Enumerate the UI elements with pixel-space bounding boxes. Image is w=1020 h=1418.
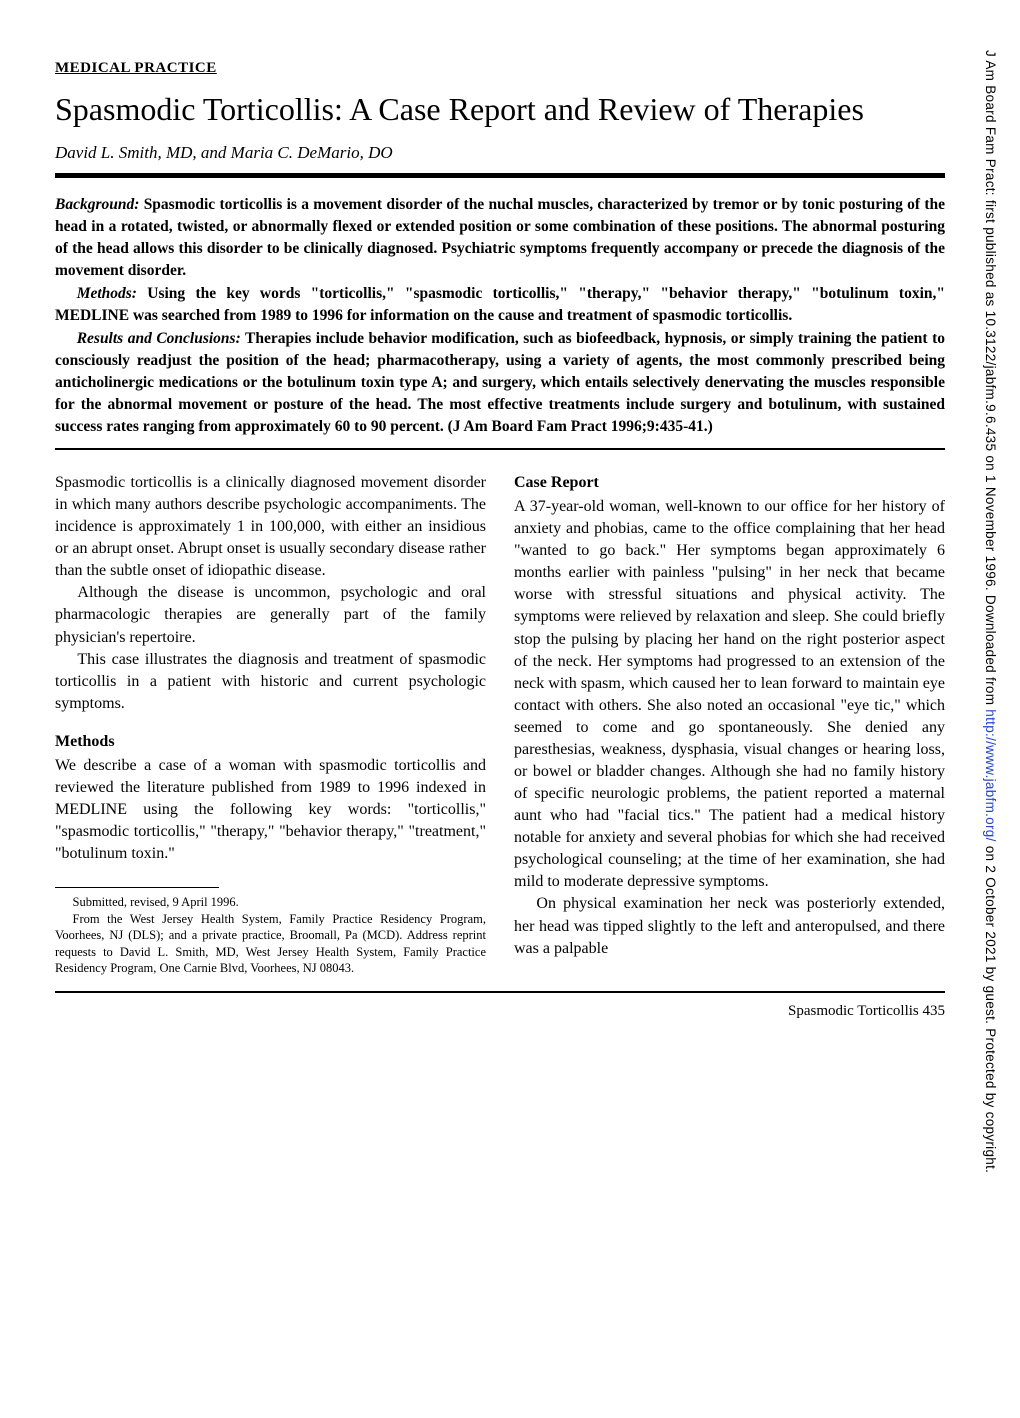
footnote: Submitted, revised, 9 April 1996. From t…: [55, 894, 486, 977]
abstract-methods: Methods: Using the key words "torticolli…: [55, 283, 945, 327]
sidebar-prefix: J Am Board Fam Pract: first published as…: [983, 50, 998, 709]
rule-bottom: [55, 991, 945, 993]
intro-paragraph-1: Spasmodic torticollis is a clinically di…: [55, 472, 486, 582]
methods-paragraph: We describe a case of a woman with spasm…: [55, 755, 486, 865]
methods-heading: Methods: [55, 731, 486, 753]
abstract-background-label: Background:: [55, 196, 139, 213]
body-columns: Spasmodic torticollis is a clinically di…: [55, 472, 945, 977]
footnote-rule: [55, 887, 219, 888]
abstract-background: Background: Spasmodic torticollis is a m…: [55, 194, 945, 282]
abstract-results: Results and Conclusions: Therapies inclu…: [55, 328, 945, 438]
intro-paragraph-2: Although the disease is uncommon, psycho…: [55, 582, 486, 648]
case-paragraph-2: On physical examination her neck was pos…: [514, 893, 945, 959]
rule-thick: [55, 173, 945, 178]
case-report-heading: Case Report: [514, 472, 945, 494]
abstract: Background: Spasmodic torticollis is a m…: [55, 194, 945, 438]
sidebar-suffix: on 2 October 2021 by guest. Protected by…: [983, 842, 998, 1174]
abstract-results-label: Results and Conclusions:: [77, 330, 241, 347]
article-title: Spasmodic Torticollis: A Case Report and…: [55, 89, 945, 129]
abstract-methods-text: Using the key words "torticollis," "spas…: [55, 285, 945, 324]
intro-paragraph-3: This case illustrates the diagnosis and …: [55, 649, 486, 715]
sidebar-link[interactable]: http://www.jabfm.org/: [983, 709, 998, 841]
footnote-affiliation: From the West Jersey Health System, Fami…: [55, 911, 486, 977]
page-footer: Spasmodic Torticollis 435: [55, 1003, 945, 1020]
case-paragraph-1: A 37-year-old woman, well-known to our o…: [514, 496, 945, 893]
sidebar-citation: J Am Board Fam Pract: first published as…: [983, 50, 998, 1173]
abstract-background-text: Spasmodic torticollis is a movement diso…: [55, 196, 945, 279]
footnote-submitted: Submitted, revised, 9 April 1996.: [55, 894, 486, 911]
abstract-methods-label: Methods:: [77, 285, 137, 302]
left-column: Spasmodic torticollis is a clinically di…: [55, 472, 486, 977]
page-container: MEDICAL PRACTICE Spasmodic Torticollis: …: [0, 0, 1020, 1060]
rule-thin: [55, 448, 945, 450]
section-label: MEDICAL PRACTICE: [55, 60, 945, 77]
authors: David L. Smith, MD, and Maria C. DeMario…: [55, 143, 945, 163]
right-column: Case Report A 37-year-old woman, well-kn…: [514, 472, 945, 977]
